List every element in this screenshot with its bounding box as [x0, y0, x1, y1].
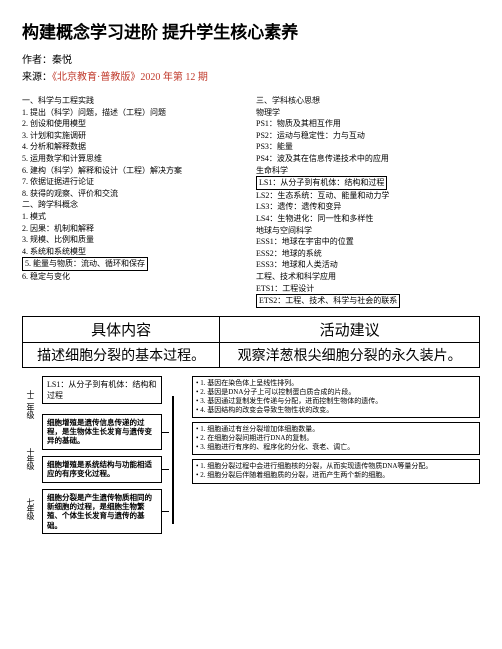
- td-content: 描述细胞分裂的基本过程。: [23, 342, 220, 367]
- author-line: 作者：秦悦: [22, 51, 480, 66]
- stage-12: 细胞增殖是遗传信息传递的过程，是生物体生长发育与遗传变异的基础。: [42, 414, 162, 450]
- left-h2: 二、跨学科概念: [22, 199, 246, 211]
- arrow-line: [172, 396, 174, 524]
- stage-column: LS1：从分子到有机体：结构和过程 细胞增殖是遗传信息传递的过程，是生物体生长发…: [42, 376, 162, 534]
- r-sub: 物理学: [256, 107, 480, 119]
- bullet-group-10: 1. 细胞通过有丝分裂增加体细胞数量。 2. 在细胞分裂间期进行DNA的复制。 …: [192, 422, 480, 455]
- l-item: 5. 运用数学和计算思维: [22, 153, 246, 165]
- r-item: LS3：遗传：遗传和变异: [256, 201, 480, 213]
- stage-7: 细胞分裂是产生遗传物质相同的新细胞的过程，是细胞生物繁殖、个体生长发育与遗传的基…: [42, 489, 162, 535]
- grade-7: 七年级: [22, 498, 36, 519]
- arrow-column: [168, 376, 186, 534]
- bullet: 2. 在细胞分裂间期进行DNA的复制。: [196, 434, 476, 443]
- bullet: 4. 基因结构的改变会导致生物性状的改变。: [196, 406, 476, 415]
- r-boxed: LS1：从分子到有机体：结构和过程: [256, 176, 387, 190]
- grade-axis: 十二年级 十年级 七年级: [22, 376, 36, 534]
- bullet: 2. 细胞分裂后伴随着细胞质的分裂，进而产生两个新的细胞。: [196, 471, 476, 480]
- r-item: ESS2：地球的系统: [256, 248, 480, 260]
- grade-12: 十二年级: [22, 390, 36, 418]
- left-h1: 一、科学与工程实践: [22, 95, 246, 107]
- bullet: 3. 基因通过复制发生传递与分配，进而控制生物体的遗传。: [196, 397, 476, 406]
- author: 秦悦: [52, 55, 72, 66]
- l-item: 4. 分析和解释数据: [22, 141, 246, 153]
- r-item: PS2：运动与稳定性：力与互动: [256, 130, 480, 142]
- source-line: 来源：《北京教育·普教版》2020 年第 12 期: [22, 68, 480, 83]
- right-column: 三、学科核心思想 物理学 PS1：物质及其相互作用 PS2：运动与稳定性：力与互…: [256, 95, 480, 308]
- r-sub: 工程、技术和科学应用: [256, 271, 480, 283]
- l-item: 2. 创设和使用模型: [22, 118, 246, 130]
- bullet: 2. 基因是DNA分子上可以控制蛋白质合成的片段。: [196, 388, 476, 397]
- bullet: 1. 细胞通过有丝分裂增加体细胞数量。: [196, 425, 476, 434]
- content-table: 具体内容 活动建议 描述细胞分裂的基本过程。 观察洋葱根尖细胞分裂的永久装片。: [22, 316, 480, 368]
- r-item: ESS1：地球在宇宙中的位置: [256, 236, 480, 248]
- bullet-group-7: 1. 细胞分裂过程中会进行细胞核的分裂，从而实现遗传物质DNA等量分配。 2. …: [192, 459, 480, 483]
- l-item: 2. 因果：机制和解释: [22, 223, 246, 235]
- bullet-group-12: 1. 基因在染色体上呈线性排列。 2. 基因是DNA分子上可以控制蛋白质合成的片…: [192, 376, 480, 418]
- page-title: 构建概念学习进阶 提升学生核心素养: [22, 18, 480, 43]
- l-item: 6. 建构（科学）解释和设计（工程）解决方案: [22, 165, 246, 177]
- stage-10: 细胞增殖是系统结构与功能相适应的有序变化过程。: [42, 456, 162, 483]
- th-content: 具体内容: [23, 316, 220, 342]
- bullet: 1. 基因在染色体上呈线性排列。: [196, 379, 476, 388]
- bullet-column: 1. 基因在染色体上呈线性排列。 2. 基因是DNA分子上可以控制蛋白质合成的片…: [192, 376, 480, 534]
- flow-diagram: 十二年级 十年级 七年级 LS1：从分子到有机体：结构和过程 细胞增殖是遗传信息…: [22, 376, 480, 534]
- r-item: PS1：物质及其相互作用: [256, 118, 480, 130]
- r-item: PS4：波及其在信息传递技术中的应用: [256, 153, 480, 165]
- r-item: PS3：能量: [256, 141, 480, 153]
- l-boxed: 5. 能量与物质：流动、循环和保存: [22, 257, 148, 271]
- bullet: 3. 细胞进行有序的、程序化的分化、衰老、调亡。: [196, 443, 476, 452]
- l-item: 8. 获得的观察、评价和交流: [22, 188, 246, 200]
- r-item: LS2：生态系统：互动、能量和动力学: [256, 190, 480, 202]
- r-item: ESS3：地球和人类活动: [256, 259, 480, 271]
- outline-columns: 一、科学与工程实践 1. 提出（科学）问题，描述（工程）问题 2. 创设和使用模…: [22, 95, 480, 308]
- l-item: 1. 模式: [22, 211, 246, 223]
- l-item: 7. 依据证据进行论证: [22, 176, 246, 188]
- r-item: LS4：生物进化：同一性和多样性: [256, 213, 480, 225]
- stage-top-label: LS1：从分子到有机体：结构和过程: [42, 376, 162, 404]
- r-boxed2: ETS2：工程、技术、科学与社会的联系: [256, 294, 400, 308]
- author-label: 作者：: [22, 55, 52, 66]
- r-item: ETS1：工程设计: [256, 283, 480, 295]
- l-item: 3. 计划和实施调研: [22, 130, 246, 142]
- grade-10: 十年级: [22, 448, 36, 469]
- r-sub: 地球与空间科学: [256, 225, 480, 237]
- r-sub: 生命科学: [256, 165, 480, 177]
- l-item: 6. 稳定与变化: [22, 271, 246, 283]
- l-item: 3. 规模、比例和质量: [22, 234, 246, 246]
- th-activity: 活动建议: [220, 316, 480, 342]
- l-item: 1. 提出（科学）问题，描述（工程）问题: [22, 107, 246, 119]
- right-h1: 三、学科核心思想: [256, 95, 480, 107]
- source-label: 来源：: [22, 72, 52, 83]
- td-activity: 观察洋葱根尖细胞分裂的永久装片。: [220, 342, 480, 367]
- left-column: 一、科学与工程实践 1. 提出（科学）问题，描述（工程）问题 2. 创设和使用模…: [22, 95, 246, 308]
- l-item: 4. 系统和系统模型: [22, 246, 246, 258]
- source: 《北京教育·普教版》2020 年第 12 期: [52, 72, 208, 83]
